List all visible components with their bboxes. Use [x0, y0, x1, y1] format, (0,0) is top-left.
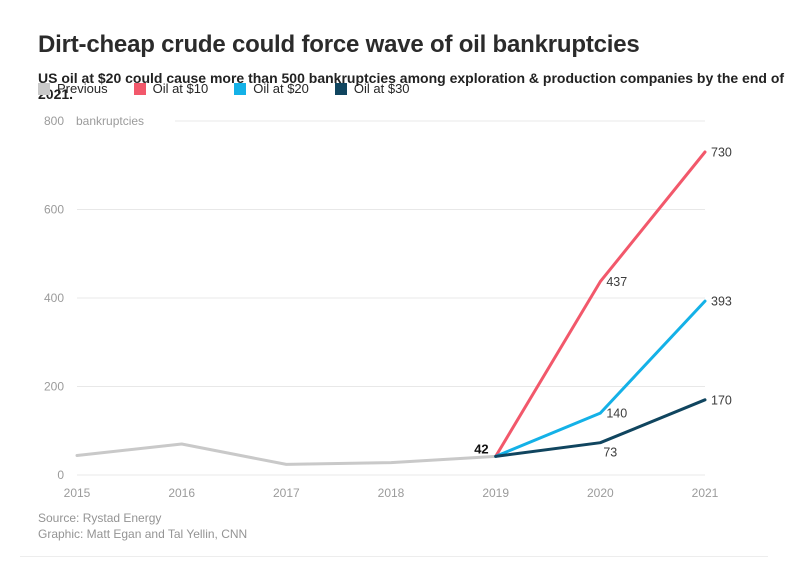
y-tick-label-600: 600: [44, 203, 64, 217]
series-line-oil-at-10: [494, 150, 707, 458]
legend-swatch: [334, 82, 347, 95]
y-tick-label-0: 0: [57, 468, 64, 482]
series-line-previous: [75, 442, 498, 466]
x-tick-label-2017: 2017: [273, 486, 300, 500]
y-axis-unit-label: bankruptcies: [76, 114, 144, 128]
legend-swatch: [133, 82, 146, 95]
legend-label: Oil at $10: [152, 81, 209, 96]
legend-label: Oil at $30: [353, 81, 410, 96]
data-label-437: 437: [606, 275, 627, 289]
x-tick-label-2016: 2016: [168, 486, 195, 500]
legend-item-oil-at-30: Oil at $30: [334, 81, 410, 96]
legend-swatch: [38, 82, 50, 95]
chart-footer: Source: Rystad Energy Graphic: Matt Egan…: [38, 510, 247, 542]
data-label-393: 393: [711, 295, 732, 309]
x-tick-label-2019: 2019: [482, 486, 509, 500]
series-line-oil-at-30: [494, 398, 707, 458]
x-tick-label-2020: 2020: [587, 486, 614, 500]
y-tick-label-800: 800: [44, 114, 64, 128]
series-line-oil-at-20: [494, 299, 707, 458]
data-label-start-42: 42: [474, 441, 488, 456]
data-label-73: 73: [603, 446, 617, 460]
legend-label: Previous: [57, 81, 108, 96]
data-label-140: 140: [606, 407, 627, 421]
legend-swatch: [234, 82, 247, 95]
legend-item-oil-at-10: Oil at $10: [133, 81, 209, 96]
legend-label: Oil at $20: [253, 81, 309, 96]
x-tick-label-2021: 2021: [692, 486, 719, 500]
data-label-730: 730: [711, 145, 732, 159]
credit-line: Graphic: Matt Egan and Tal Yellin, CNN: [38, 527, 248, 541]
bottom-divider: [20, 556, 768, 557]
x-tick-label-2015: 2015: [64, 486, 91, 500]
chart-legend: Previous Oil at $10 Oil at $20 Oil at $30: [38, 81, 410, 96]
legend-item-oil-at-20: Oil at $20: [234, 81, 309, 96]
x-tick-label-2018: 2018: [378, 486, 405, 500]
y-tick-label-400: 400: [44, 291, 64, 305]
source-line: Source: Rystad Energy: [38, 511, 162, 525]
y-tick-label-200: 200: [44, 380, 64, 394]
data-label-170: 170: [711, 393, 732, 407]
chart-title: Dirt-cheap crude could force wave of oil…: [38, 31, 640, 59]
legend-item-previous: Previous: [38, 81, 108, 96]
